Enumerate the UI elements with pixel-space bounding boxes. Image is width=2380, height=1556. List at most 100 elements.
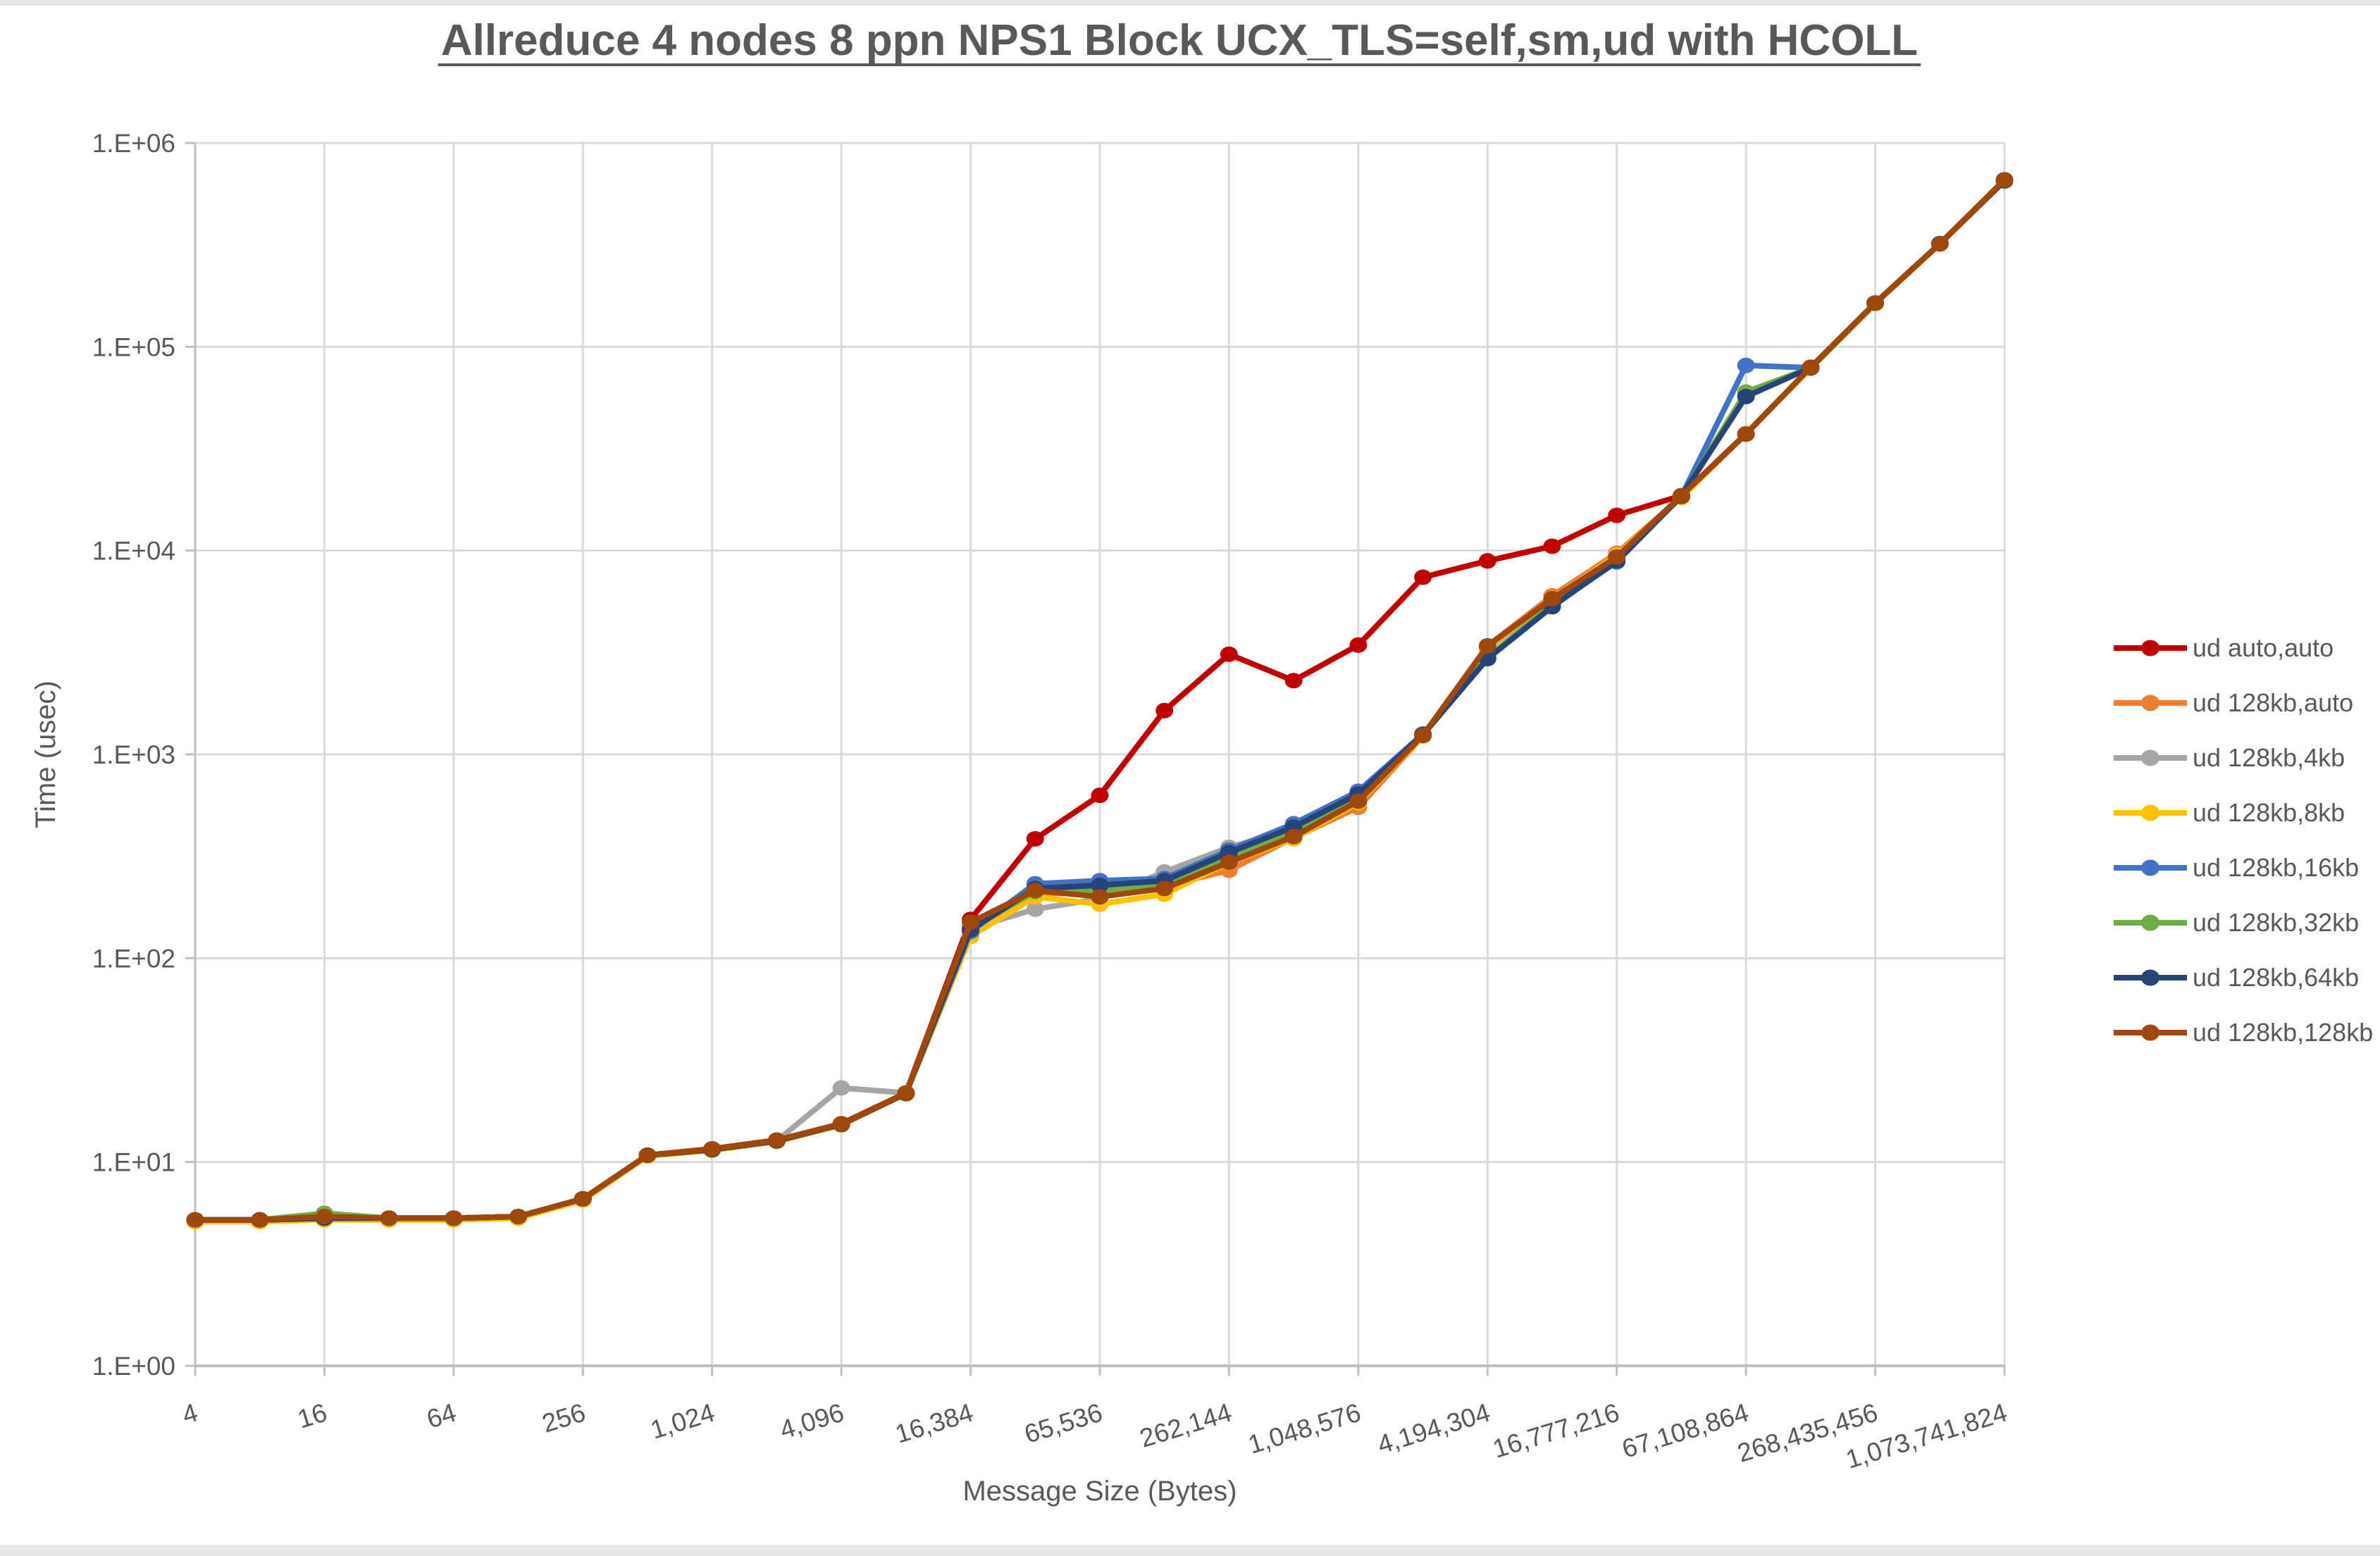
data-point <box>1478 553 1496 569</box>
data-point <box>1026 901 1044 917</box>
chart-title: Allreduce 4 nodes 8 ppn NPS1 Block UCX_T… <box>441 16 1918 65</box>
legend-label: ud 128kb,128kb <box>2193 1018 2373 1047</box>
legend-label: ud auto,auto <box>2193 633 2333 662</box>
data-point <box>1866 295 1885 311</box>
y-tick-label: 1.E+06 <box>92 129 175 158</box>
legend-label: ud 128kb,64kb <box>2193 963 2359 992</box>
data-point <box>703 1141 721 1157</box>
data-point <box>1737 426 1755 442</box>
data-point <box>574 1190 592 1207</box>
data-point <box>1737 389 1755 404</box>
legend-item-ud-128kb-4kb: ud 128kb,4kb <box>2114 743 2345 772</box>
data-series-group <box>186 172 2014 1230</box>
y-tick-label: 1.E+04 <box>92 537 175 566</box>
legend-item-ud-128kb-64kb: ud 128kb,64kb <box>2114 963 2359 992</box>
series-ud-128kb-128kb <box>186 172 2014 1228</box>
data-point <box>380 1210 398 1226</box>
data-point <box>1608 507 1626 523</box>
data-point <box>1091 788 1109 804</box>
data-point <box>1349 637 1368 653</box>
data-point <box>1930 236 1949 252</box>
x-tick-label: 4 <box>179 1398 202 1429</box>
legend-marker-dot <box>2141 1024 2159 1041</box>
legend-marker-dot <box>2141 749 2159 766</box>
data-point <box>1155 702 1174 718</box>
legend-label: ud 128kb,4kb <box>2193 743 2345 772</box>
data-point <box>1995 172 2014 188</box>
y-tick-label: 1.E+02 <box>92 944 175 973</box>
legend-marker-dot <box>2141 804 2159 821</box>
data-point <box>962 914 980 931</box>
data-point <box>1802 359 1820 375</box>
x-tick-label: 16,384 <box>892 1398 977 1448</box>
x-tick-label: 16,777,216 <box>1489 1398 1623 1463</box>
data-point <box>767 1132 786 1148</box>
legend-label: ud 128kb,auto <box>2193 688 2353 717</box>
x-axis-title: Message Size (Bytes) <box>962 1476 1237 1507</box>
x-tick-label: 256 <box>539 1398 589 1438</box>
data-point <box>1026 830 1044 847</box>
data-point <box>897 1085 915 1101</box>
legend-marker-dot <box>2141 695 2159 711</box>
data-point <box>1672 487 1690 504</box>
data-point <box>1349 793 1368 809</box>
data-point <box>1091 877 1109 893</box>
data-point <box>832 1080 850 1096</box>
y-axis-tick-labels: 1.E+00 1.E+01 1.E+02 1.E+03 1.E+04 1.E+05 1.E+… <box>92 129 175 1381</box>
data-point <box>1608 549 1626 565</box>
data-point <box>1284 828 1303 845</box>
data-point <box>1737 357 1755 373</box>
x-tick-label: 1,024 <box>647 1398 719 1444</box>
x-tick-label: 4,194,304 <box>1374 1398 1493 1459</box>
y-tick-label: 1.E+05 <box>92 332 175 361</box>
data-point <box>509 1209 528 1225</box>
data-point <box>1220 854 1238 870</box>
data-point <box>1543 538 1561 554</box>
x-tick-label: 65,536 <box>1021 1398 1105 1448</box>
x-tick-label: 262,144 <box>1136 1398 1235 1452</box>
x-tick-label: 1,048,576 <box>1245 1398 1364 1459</box>
legend-item-ud-128kb-auto: ud 128kb,auto <box>2114 688 2353 717</box>
legend-item-ud-auto-auto: ud auto,auto <box>2114 633 2333 662</box>
data-point <box>832 1116 850 1132</box>
data-point <box>1155 880 1174 897</box>
legend-marker-dot <box>2141 969 2159 986</box>
x-tick-label: 4,096 <box>776 1398 848 1444</box>
x-tick-label: 67,108,864 <box>1618 1398 1752 1463</box>
legend-label: ud 128kb,8kb <box>2193 798 2345 827</box>
y-axis-title: Time (usec) <box>30 680 61 828</box>
legend-label: ud 128kb,16kb <box>2193 853 2359 882</box>
y-tick-label: 1.E+01 <box>92 1148 175 1177</box>
bottom-window-edge <box>0 1545 2380 1556</box>
data-point <box>1026 883 1044 899</box>
legend-item-ud-128kb-8kb: ud 128kb,8kb <box>2114 798 2345 827</box>
legend-label: ud 128kb,32kb <box>2193 908 2359 937</box>
x-tick-label: 64 <box>423 1398 459 1433</box>
data-point <box>251 1212 269 1228</box>
legend-marker-dot <box>2141 640 2159 656</box>
y-tick-label: 1.E+03 <box>92 740 175 769</box>
legend-item-ud-128kb-128kb: ud 128kb,128kb <box>2114 1018 2373 1047</box>
data-point <box>1414 569 1432 585</box>
legend-item-ud-128kb-16kb: ud 128kb,16kb <box>2114 853 2359 882</box>
legend: ud auto,auto ud 128kb,auto ud 128kb,4kb ud … <box>2114 633 2373 1047</box>
data-point <box>638 1147 657 1163</box>
data-point <box>445 1210 463 1226</box>
data-point <box>1220 646 1238 662</box>
legend-item-ud-128kb-32kb: ud 128kb,32kb <box>2114 908 2359 937</box>
data-point <box>186 1212 204 1228</box>
plot-border <box>194 142 2006 1367</box>
legend-marker-dot <box>2141 914 2159 931</box>
top-window-edge <box>0 0 2380 6</box>
y-tick-label: 1.E+00 <box>92 1352 175 1381</box>
axis-tick-marks <box>185 142 2006 1376</box>
data-point <box>1414 728 1432 743</box>
data-point <box>1091 889 1109 905</box>
data-point <box>1543 591 1561 607</box>
data-point <box>1478 637 1496 654</box>
data-point <box>315 1209 333 1225</box>
legend-marker-dot <box>2141 859 2159 876</box>
data-point <box>1284 673 1303 689</box>
